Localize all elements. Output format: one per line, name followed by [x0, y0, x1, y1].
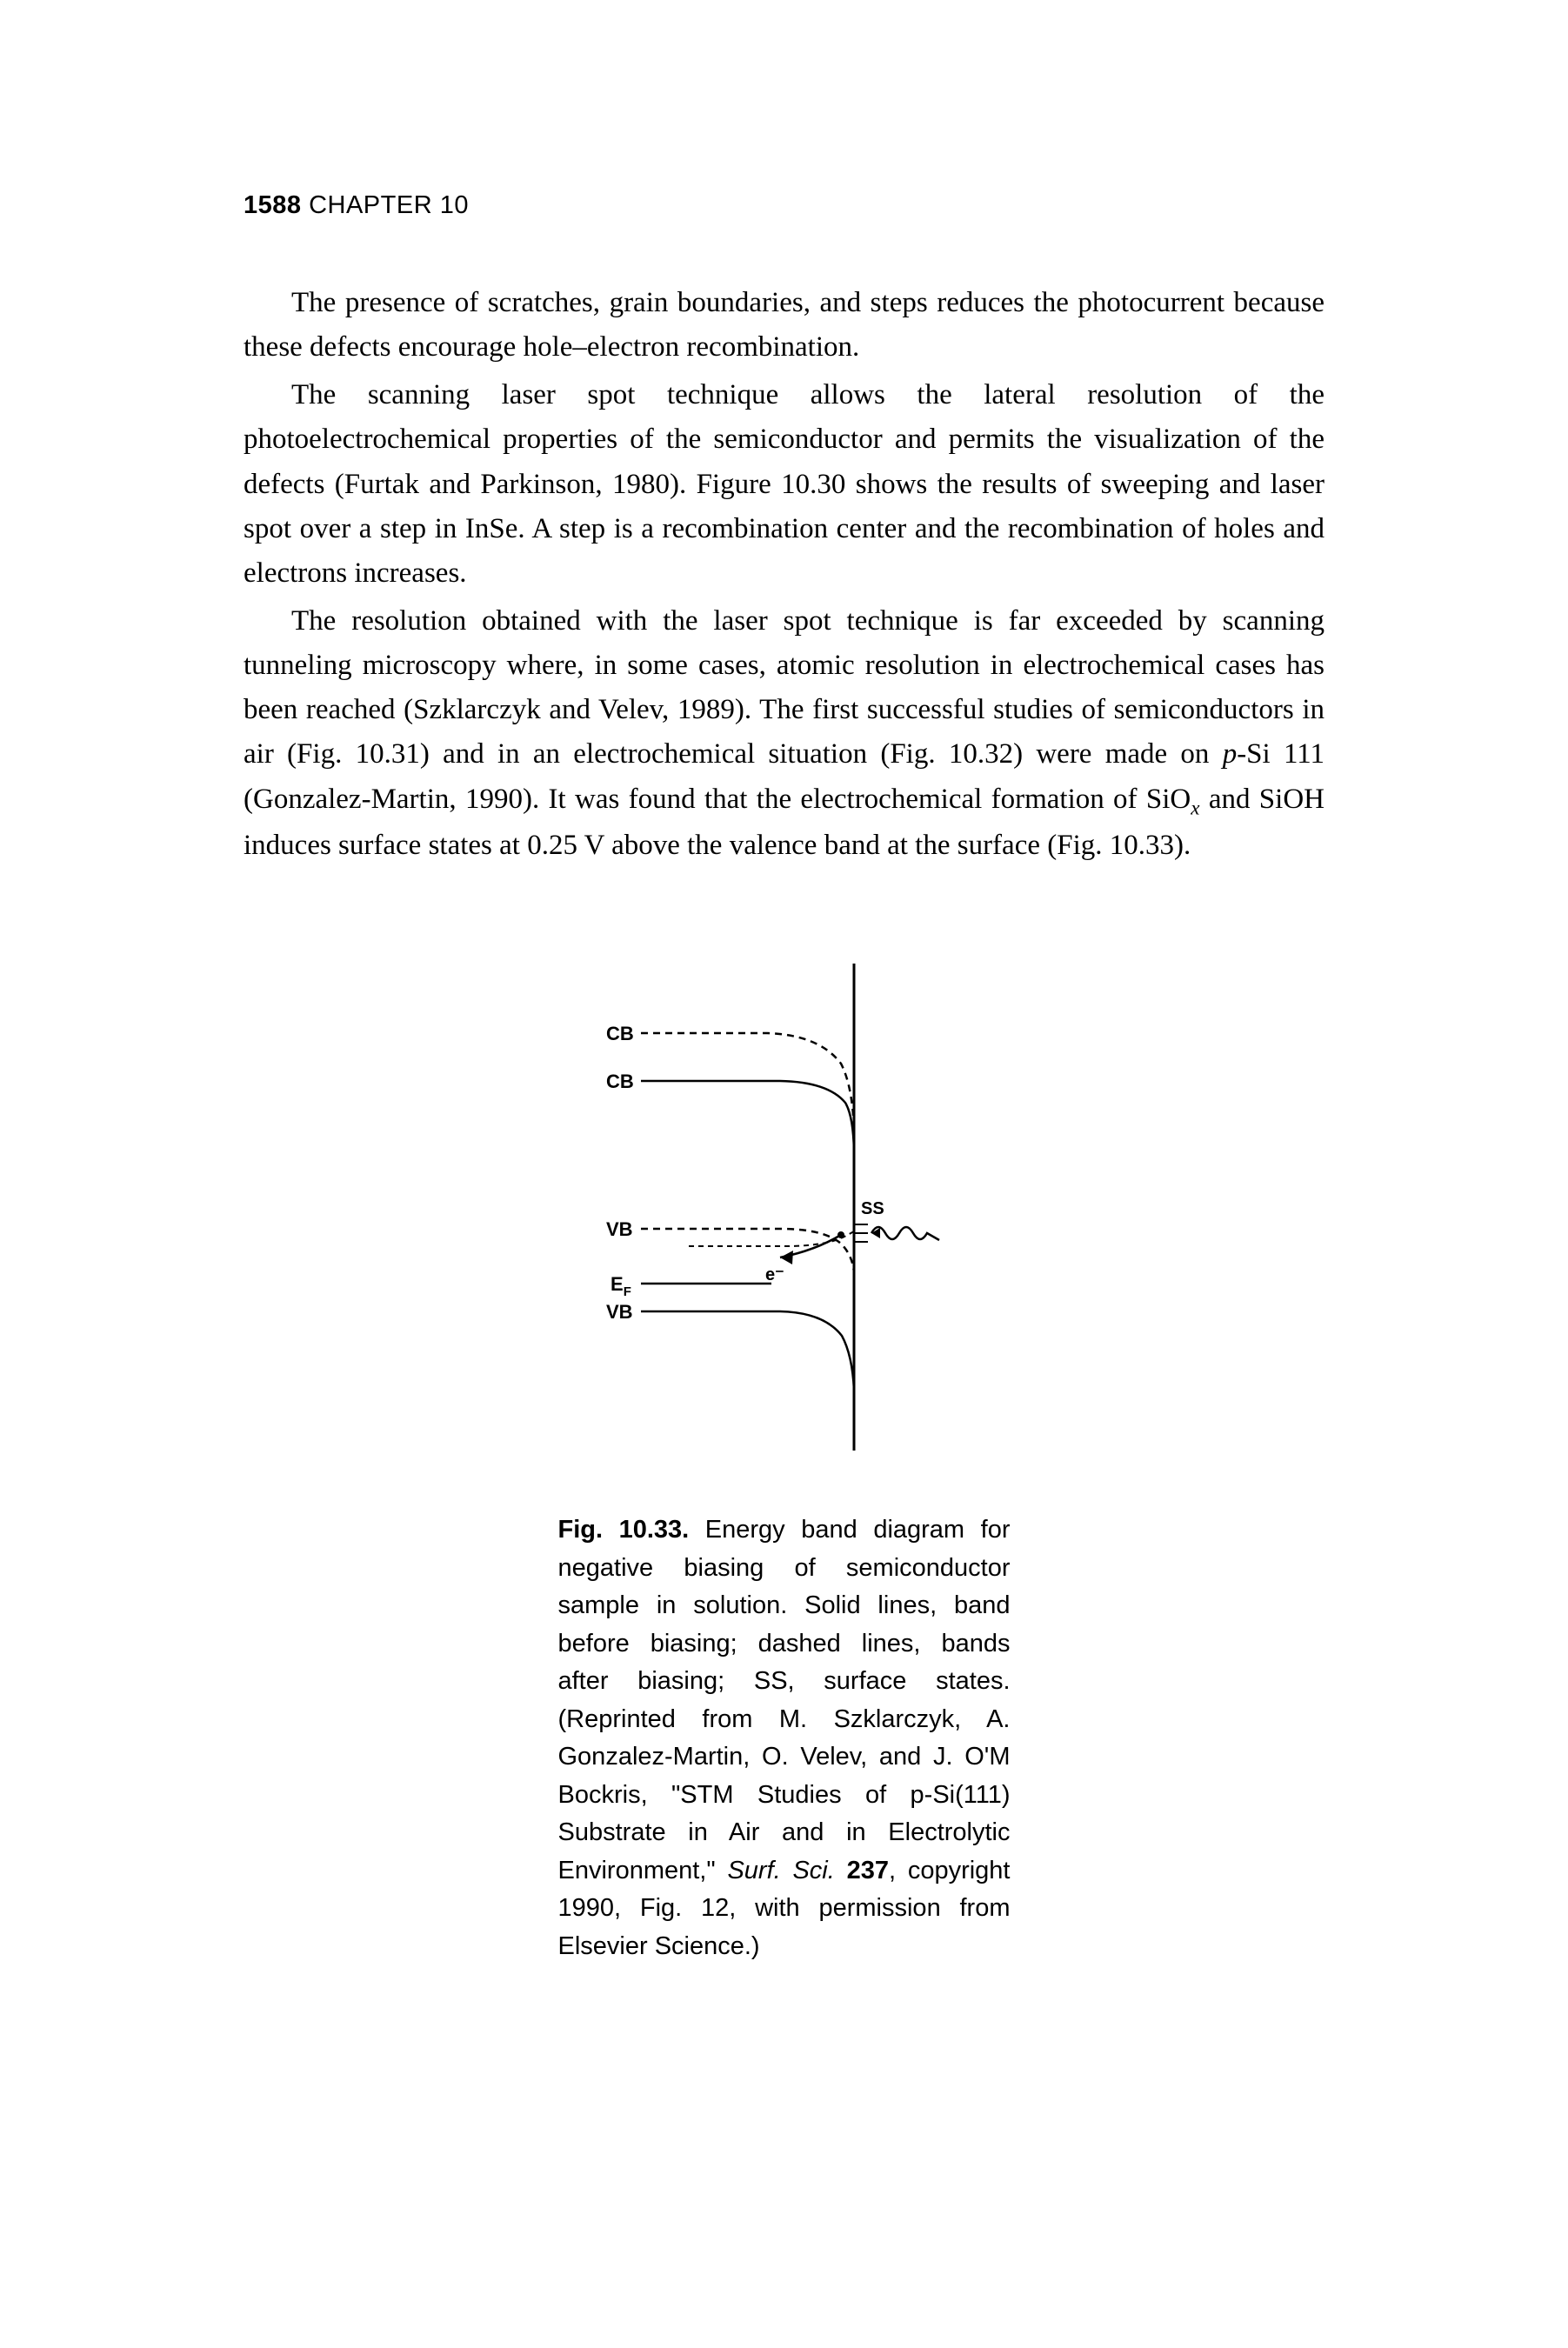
energy-band-diagram: CB CB VB EF VB SS e⁻: [558, 929, 1011, 1468]
caption-journal: Surf. Sci.: [727, 1857, 834, 1884]
para3-pre: The resolution obtained with the laser s…: [244, 605, 1324, 770]
electron-arrowhead: [780, 1251, 793, 1264]
caption-text-a: Energy band diagram for negative biasing…: [558, 1516, 1011, 1884]
paragraph-1: The presence of scratches, grain boundar…: [244, 281, 1324, 370]
figure-label: Fig. 10.33.: [558, 1516, 690, 1544]
ef-label: EF: [611, 1273, 631, 1299]
caption-issue: 237: [847, 1857, 889, 1884]
cb-solid-label: CB: [606, 1071, 634, 1092]
ss-label: SS: [861, 1199, 884, 1218]
chapter-label: CHAPTER 10: [309, 191, 469, 219]
page-header: 1588 CHAPTER 10: [244, 191, 1324, 220]
para3-ital: p: [1223, 738, 1238, 770]
surface-states-marks: [854, 1224, 868, 1242]
page: 1588 CHAPTER 10 The presence of scratche…: [0, 0, 1568, 2348]
figure-block: CB CB VB EF VB SS e⁻ Fig. 10.33. Energy …: [244, 929, 1324, 1965]
caption-text-b: [835, 1857, 847, 1884]
e-minus-label: e⁻: [765, 1265, 784, 1284]
vb-dashed-curve: [641, 1229, 854, 1272]
page-number: 1588: [244, 191, 302, 219]
vb-solid-label: VB: [606, 1301, 633, 1323]
vb-dashed-label: VB: [606, 1218, 633, 1240]
ss-wavy: [871, 1227, 939, 1240]
paragraph-2: The scanning laser spot technique allows…: [244, 373, 1324, 596]
paragraph-3: The resolution obtained with the laser s…: [244, 599, 1324, 868]
vb-solid-curve: [641, 1311, 854, 1390]
figure-caption: Fig. 10.33. Energy band diagram for nega…: [558, 1511, 1011, 1965]
electron-dot: [837, 1231, 844, 1238]
cb-solid-curve: [641, 1081, 854, 1151]
vb-dashed-curve-2: [689, 1231, 854, 1246]
cb-dashed-label: CB: [606, 1023, 634, 1044]
para3-sub: x: [1191, 796, 1199, 818]
